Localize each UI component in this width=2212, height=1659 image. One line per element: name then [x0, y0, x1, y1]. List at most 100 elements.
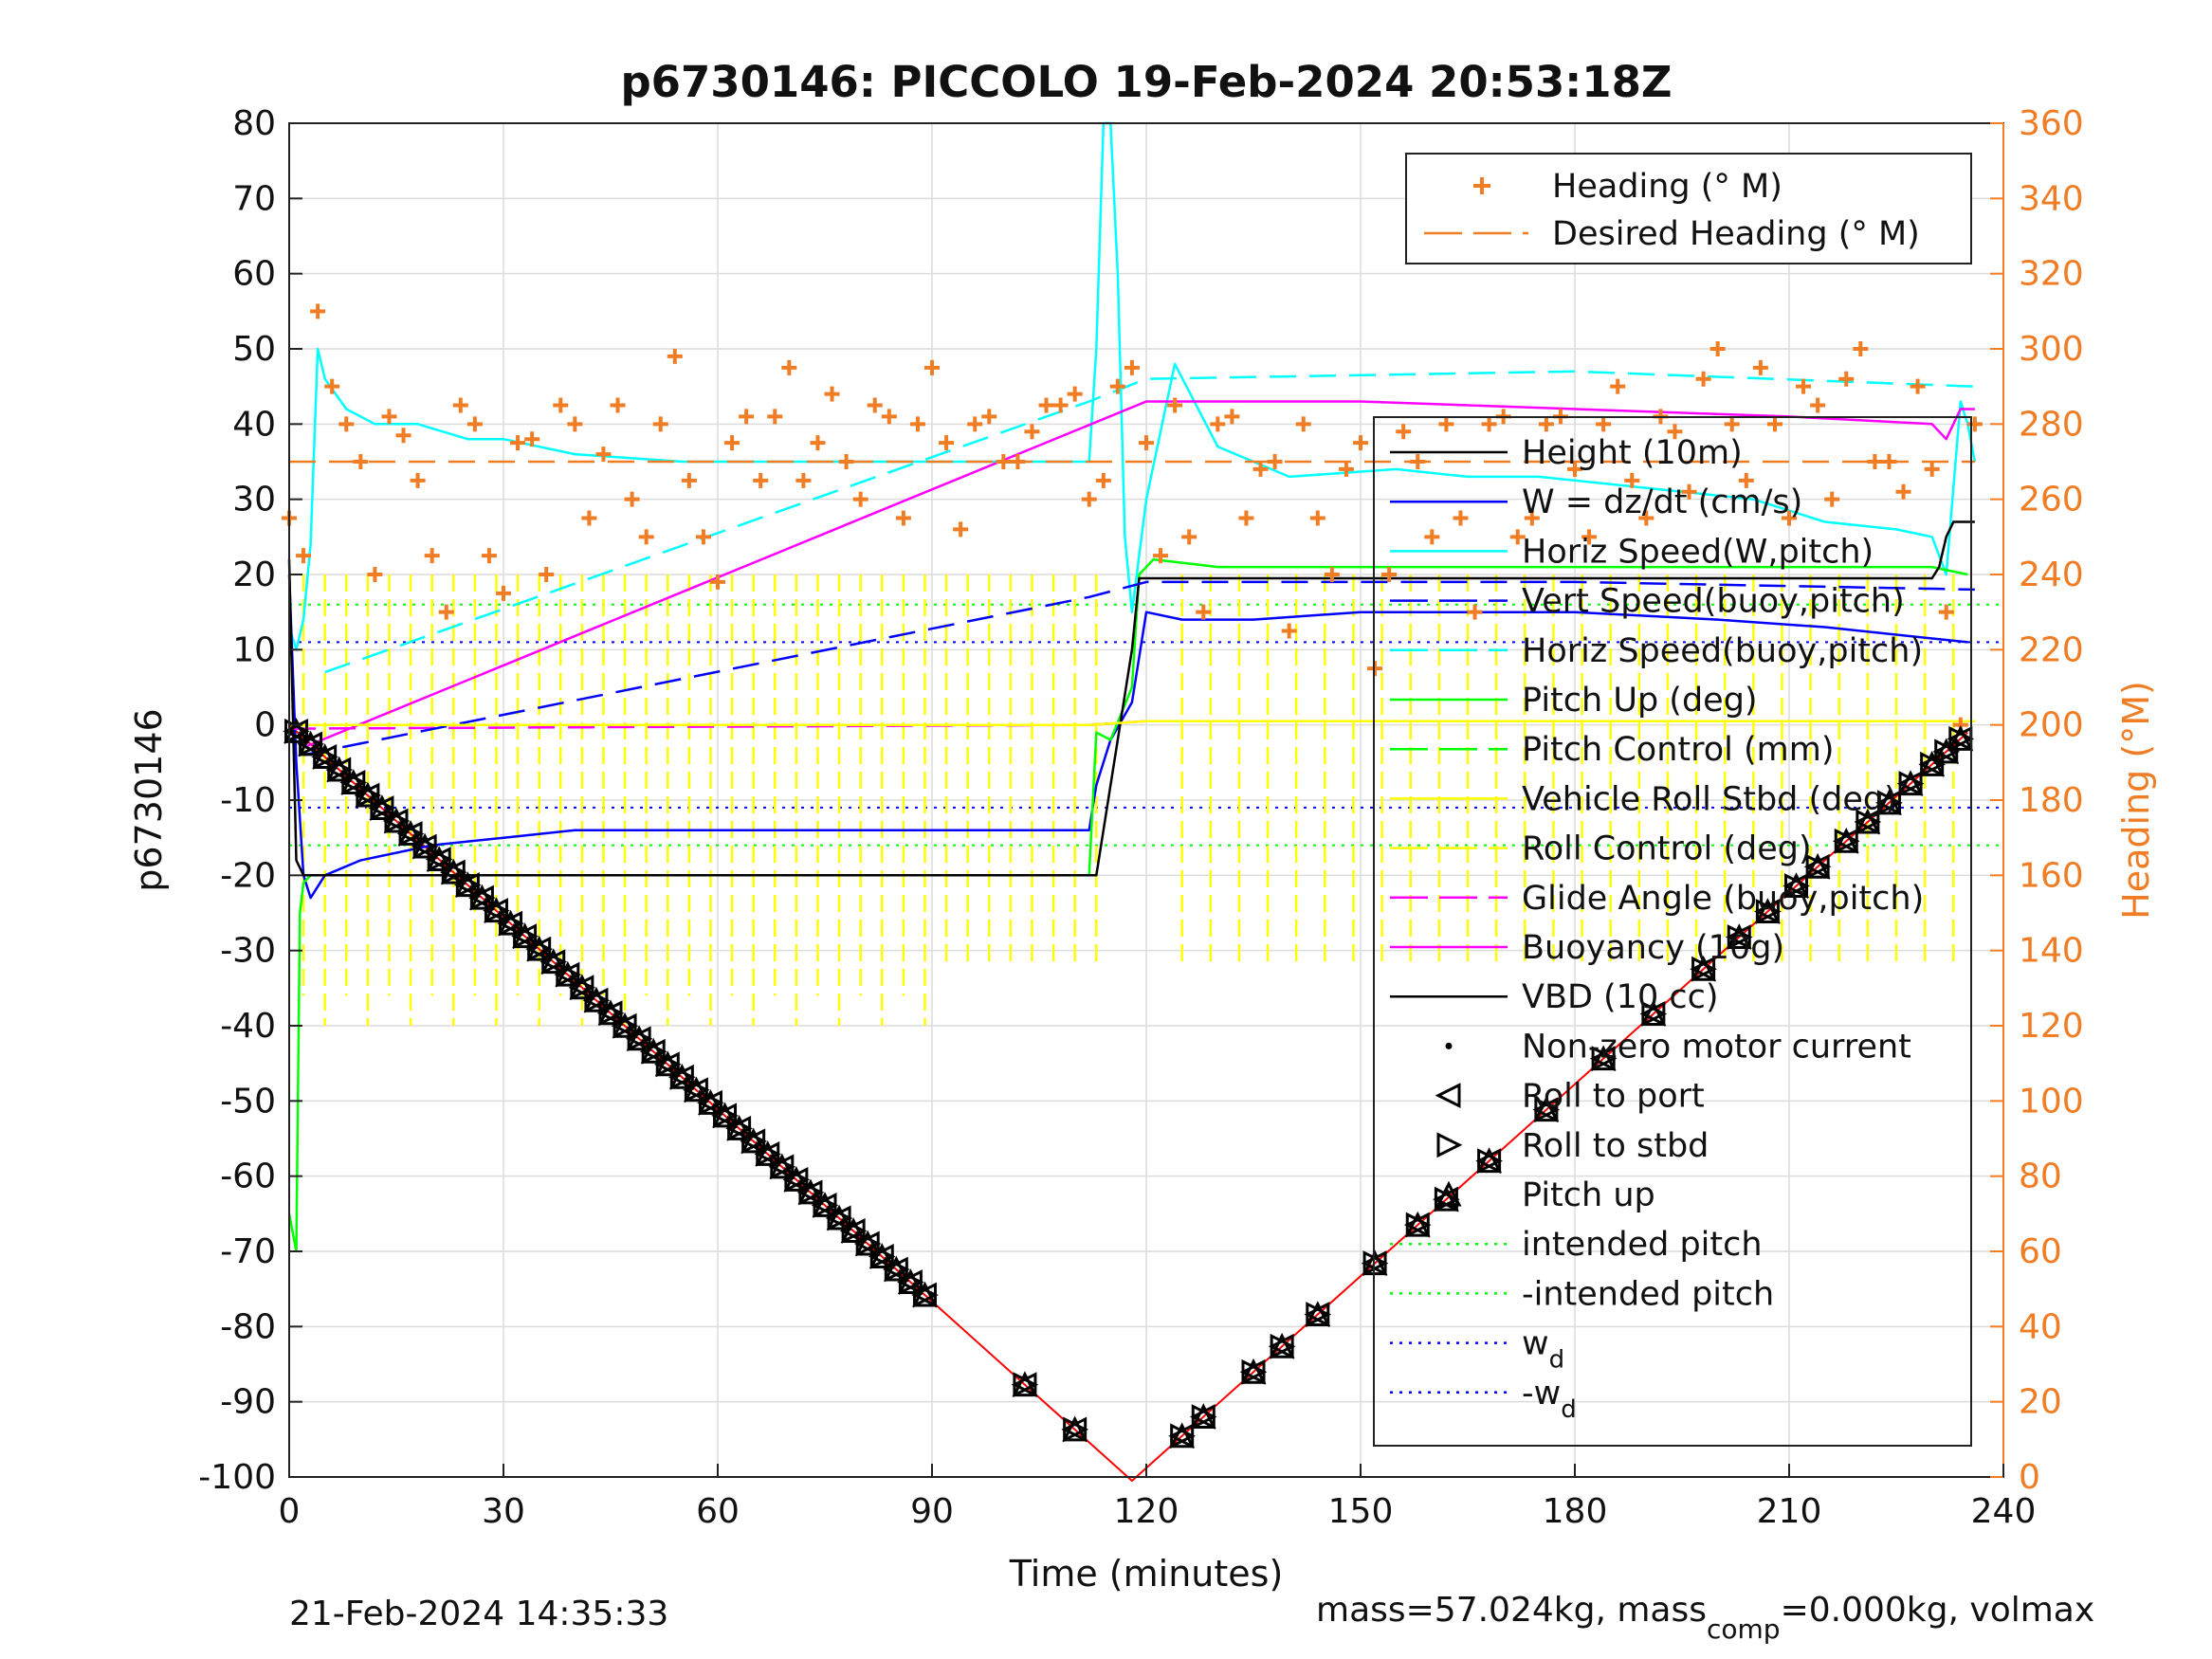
heading-marker — [1782, 510, 1797, 526]
legend-label-text: W = dz/dt (cm/s) — [1522, 483, 1802, 521]
right-axis-ticks: 3603403203002802602402202001801601401201… — [1990, 104, 2084, 1497]
heading-marker — [1867, 454, 1883, 469]
y-tick-label: 40 — [232, 405, 276, 444]
legend-label: Glide Angle (buoy,pitch) — [1522, 880, 1924, 918]
legend-label-text: Pitch Up (deg) — [1522, 682, 1758, 720]
pitch-up-marker — [583, 986, 610, 1012]
x-tick-label: 240 — [1971, 1492, 2037, 1531]
pitch-up-marker — [826, 1204, 852, 1231]
legend-label: Roll Control (deg) — [1522, 830, 1812, 868]
pitch-up-marker — [326, 756, 353, 782]
legend-label: -intended pitch — [1522, 1275, 1774, 1313]
right-tick-label: 260 — [2019, 481, 2084, 520]
roll-stbd-marker — [484, 898, 510, 924]
roll-stbd-marker — [412, 833, 439, 860]
legend-label: Pitch Control (mm) — [1522, 731, 1834, 769]
heading-marker — [1938, 604, 1954, 620]
pitch-up-marker — [683, 1076, 709, 1103]
roll-stbd-marker — [513, 923, 539, 950]
legend-label: Non-zero motor current — [1522, 1028, 1911, 1066]
pitch-up-marker — [1362, 1249, 1388, 1276]
roll-stbd-marker — [655, 1051, 682, 1078]
heading-marker — [1581, 529, 1598, 545]
heading-marker — [739, 409, 755, 425]
series-line — [288, 723, 1968, 1482]
pitch-up-marker — [298, 730, 324, 757]
roll-stbd-marker — [884, 1256, 910, 1283]
heading-marker — [838, 454, 854, 469]
series-line — [287, 520, 1975, 877]
heading-marker — [667, 348, 683, 364]
heading-marker — [1524, 510, 1540, 526]
x-axis-label: Time (minutes) — [1009, 1553, 1284, 1595]
x-axis-ticks: 0 30 60 90 120 150 180 210 240 — [279, 1464, 2037, 1531]
roll-stbd-marker — [898, 1269, 924, 1295]
pitch-up-marker — [1533, 1096, 1560, 1122]
heading-marker — [1295, 416, 1311, 432]
legend-label-text: Pitch up — [1522, 1176, 1655, 1214]
roll-stbd-marker — [584, 987, 611, 1013]
heading-marker — [353, 454, 369, 469]
heading-marker — [1081, 491, 1097, 507]
heading-marker — [481, 548, 497, 564]
legend-label: Horiz Speed(W,pitch) — [1522, 533, 1874, 571]
y-tick-label: -40 — [220, 1007, 276, 1046]
legend-heading-box — [1405, 153, 1972, 264]
roll-stbd-marker — [641, 1038, 667, 1065]
y-tick-label: 50 — [232, 330, 276, 369]
legend-label: intended pitch — [1522, 1226, 1763, 1264]
right-tick-label: 180 — [2019, 781, 2084, 820]
heading-marker — [1067, 386, 1083, 402]
heading-marker — [1966, 416, 1983, 432]
legend-label-text: -intended pitch — [1522, 1275, 1774, 1313]
heading-marker — [1353, 435, 1368, 451]
pitch-up-marker — [640, 1037, 667, 1064]
pitch-up-marker — [1476, 1147, 1503, 1174]
heading-marker — [524, 431, 540, 447]
legend-main: Height (10m) W = dz/dt (cm/s) Horiz Speed(… — [1373, 416, 1972, 1447]
pitch-up-marker — [1305, 1301, 1331, 1327]
legend-label-text: Horiz Speed(buoy,pitch) — [1522, 632, 1923, 670]
heading-marker — [610, 397, 626, 413]
roll-stbd-marker — [1948, 725, 1975, 752]
heading-marker — [1596, 416, 1612, 432]
pitch-up-marker — [411, 832, 438, 859]
legend-label-sub: d — [1549, 1346, 1565, 1375]
roll-stbd-marker — [1063, 1416, 1089, 1443]
right-tick-label: 60 — [2019, 1232, 2062, 1271]
heading-marker — [1895, 483, 1911, 500]
heading-marker — [1667, 424, 1683, 440]
legend-swatch — [1473, 177, 1490, 194]
pitch-up-marker — [283, 718, 309, 743]
roll-stbd-marker — [770, 1154, 796, 1180]
roll-stbd-marker — [1691, 956, 1717, 982]
pitch-up-marker — [468, 884, 495, 910]
pitch-up-marker — [1640, 1000, 1667, 1026]
legend-main-box — [1373, 416, 1972, 1447]
roll-stbd-marker — [827, 1205, 853, 1231]
heading-marker — [1367, 661, 1383, 677]
legend-label: Horiz Speed(buoy,pitch) — [1522, 632, 1923, 670]
heading-marker — [539, 567, 555, 582]
roll-stbd-marker — [1920, 751, 1947, 777]
heading-marker — [1481, 416, 1497, 432]
heading-marker — [1309, 510, 1325, 526]
pitch-up-marker — [1855, 808, 1881, 834]
roll-stbd-marker — [327, 757, 354, 783]
heading-marker — [638, 529, 654, 545]
pitch-up-marker — [912, 1281, 938, 1307]
pitch-up-marker — [426, 846, 452, 872]
heading-marker — [1881, 454, 1897, 469]
roll-stbd-marker — [1934, 738, 1961, 765]
pitch-up-marker — [498, 909, 523, 936]
heading-marker — [1109, 378, 1125, 394]
roll-stbd-marker — [1755, 899, 1782, 924]
right-tick-label: 320 — [2019, 255, 2084, 294]
legend-label: Height (10m) — [1522, 434, 1743, 472]
heading-marker — [1324, 567, 1340, 582]
y-tick-label: 20 — [232, 556, 276, 594]
heading-marker — [953, 521, 969, 538]
pitch-up-marker — [369, 794, 395, 821]
heading-marker — [1396, 424, 1412, 440]
legend-label: Pitch Up (deg) — [1522, 682, 1758, 720]
